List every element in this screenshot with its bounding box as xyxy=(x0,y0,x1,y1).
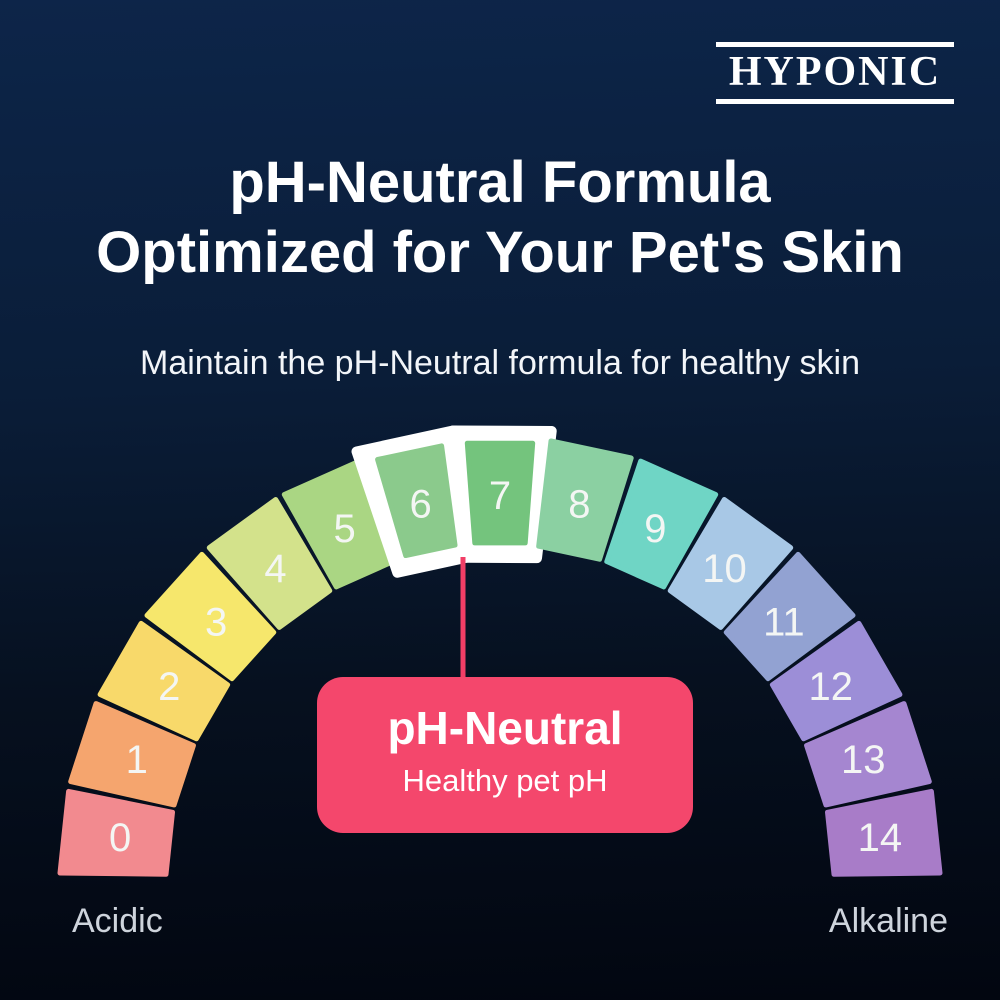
ph-segment-9 xyxy=(604,458,719,590)
ph-segment-label-7: 7 xyxy=(489,474,511,518)
ph-segment-label-0: 0 xyxy=(109,816,131,860)
ph-segment-label-11: 11 xyxy=(763,600,805,644)
ph-neutral-callout: pH-Neutral Healthy pet pH xyxy=(317,677,693,833)
ph-segment-11 xyxy=(723,551,856,682)
ph-segment-label-6: 6 xyxy=(409,482,431,526)
callout-subtitle: Healthy pet pH xyxy=(402,763,608,798)
alkaline-label: Alkaline xyxy=(828,902,948,940)
title-line-1: pH-Neutral Formula xyxy=(229,150,771,215)
ph-segment-10 xyxy=(667,497,794,630)
ph-segment-6 xyxy=(375,443,458,558)
ph-segment-8 xyxy=(536,438,634,562)
ph-segment-12 xyxy=(769,620,903,742)
ph-segment-0 xyxy=(57,788,175,877)
ph-segment-7 xyxy=(464,440,536,546)
ph-segment-label-10: 10 xyxy=(702,547,747,591)
ph-segment-14 xyxy=(825,788,943,877)
ph-segment-1 xyxy=(68,701,196,808)
ph-segment-label-9: 9 xyxy=(644,507,666,551)
ph-segment-label-8: 8 xyxy=(568,482,590,526)
callout-title: pH-Neutral xyxy=(387,702,623,754)
page-subtitle: Maintain the pH-Neutral formula for heal… xyxy=(140,344,860,382)
ph-segment-label-4: 4 xyxy=(264,547,286,591)
ph-segment-label-1: 1 xyxy=(126,738,148,782)
ph-segment-label-3: 3 xyxy=(205,600,227,644)
ph-segment-3 xyxy=(144,551,277,682)
ph-segment-label-14: 14 xyxy=(858,816,903,860)
ph-segment-13 xyxy=(804,701,932,808)
ph-segment-label-5: 5 xyxy=(333,507,355,551)
ph-segment-label-12: 12 xyxy=(809,665,854,709)
ph-segment-2 xyxy=(97,620,231,742)
page-title: pH-Neutral Formula Optimized for Your Pe… xyxy=(0,148,1000,287)
title-line-2: Optimized for Your Pet's Skin xyxy=(96,219,904,285)
acidic-label: Acidic xyxy=(72,902,163,940)
ph-segment-label-13: 13 xyxy=(841,738,886,782)
brand-logo: HYPONIC xyxy=(716,42,954,105)
ph-segment-4 xyxy=(206,497,333,630)
ph-segment-label-2: 2 xyxy=(158,665,180,709)
